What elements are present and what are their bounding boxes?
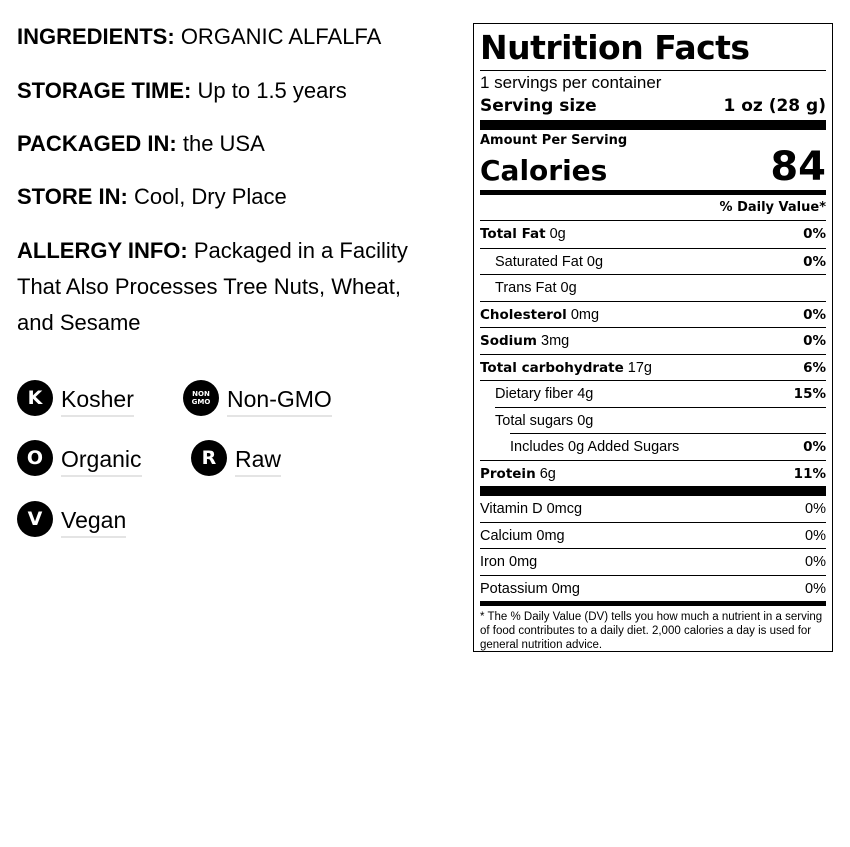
nutrient-row: Includes 0g Added Sugars 0% — [510, 433, 826, 460]
nutrition-facts-label: Nutrition Facts 1 servings per container… — [473, 23, 833, 652]
allergy-info: ALLERGY INFO: Packaged in a Facility That… — [17, 238, 408, 335]
nutrient-row: Protein 6g 11% — [480, 459, 826, 487]
raw-icon: R — [191, 440, 227, 476]
vitamin-row: Vitamin D 0mcg 0% — [480, 501, 826, 517]
calories: Calories 84 — [480, 144, 826, 190]
nutrient-row: Total sugars 0g — [495, 406, 826, 434]
divider-thick — [480, 486, 826, 496]
nutrition-title: Nutrition Facts — [480, 24, 826, 71]
divider-medium — [480, 190, 826, 195]
nutrient-row: Dietary fiber 4g 15% — [480, 380, 826, 407]
non-gmo-icon: NON GMO — [183, 380, 219, 416]
badge-organic: O Organic — [17, 440, 142, 477]
badge-non-gmo: NON GMO Non-GMO — [183, 380, 332, 417]
vitamin-rows: Vitamin D 0mcg 0% Calcium 0mg 0% Iron 0mg 0… — [480, 496, 826, 601]
serving-size: Serving size 1 oz (28 g) — [480, 96, 826, 116]
nutrient-row: Sodium 3mg 0% — [480, 327, 826, 354]
footnote: * The % Daily Value (DV) tells you how m… — [480, 610, 823, 651]
badge-vegan: V Vegan — [17, 501, 127, 538]
divider-medium — [480, 600, 826, 606]
daily-value-header: % Daily Value* — [480, 195, 826, 221]
badge-raw: R Raw — [191, 440, 282, 477]
organic-icon: O — [17, 440, 53, 476]
nutrient-row: Trans Fat 0g — [480, 274, 826, 301]
ingredients: INGREDIENTS: ORGANIC ALFALFA — [17, 24, 382, 49]
vegan-icon: V — [17, 501, 53, 537]
packaged-in: PACKAGED IN: the USA — [17, 131, 265, 156]
nutrient-rows: Total Fat 0g 0% Saturated Fat 0g 0% Trans … — [480, 221, 826, 486]
nutrient-row: Total Fat 0g 0% — [480, 226, 826, 242]
servings-per-container: 1 servings per container — [480, 73, 662, 92]
vitamin-row: Potassium 0mg 0% — [480, 574, 826, 601]
kosher-icon: K — [17, 380, 53, 416]
amount-per-serving: Amount Per Serving — [480, 133, 628, 148]
storage-time: STORAGE TIME: Up to 1.5 years — [17, 78, 347, 103]
nutrient-row: Total carbohydrate 17g 6% — [480, 353, 826, 381]
badge-kosher: K Kosher — [17, 380, 134, 417]
vitamin-row: Calcium 0mg 0% — [480, 522, 826, 548]
vitamin-row: Iron 0mg 0% — [480, 548, 826, 574]
divider-thick — [480, 120, 826, 130]
nutrient-row: Cholesterol 0mg 0% — [480, 300, 826, 328]
nutrient-row: Saturated Fat 0g 0% — [480, 247, 826, 275]
store-in: STORE IN: Cool, Dry Place — [17, 184, 287, 209]
